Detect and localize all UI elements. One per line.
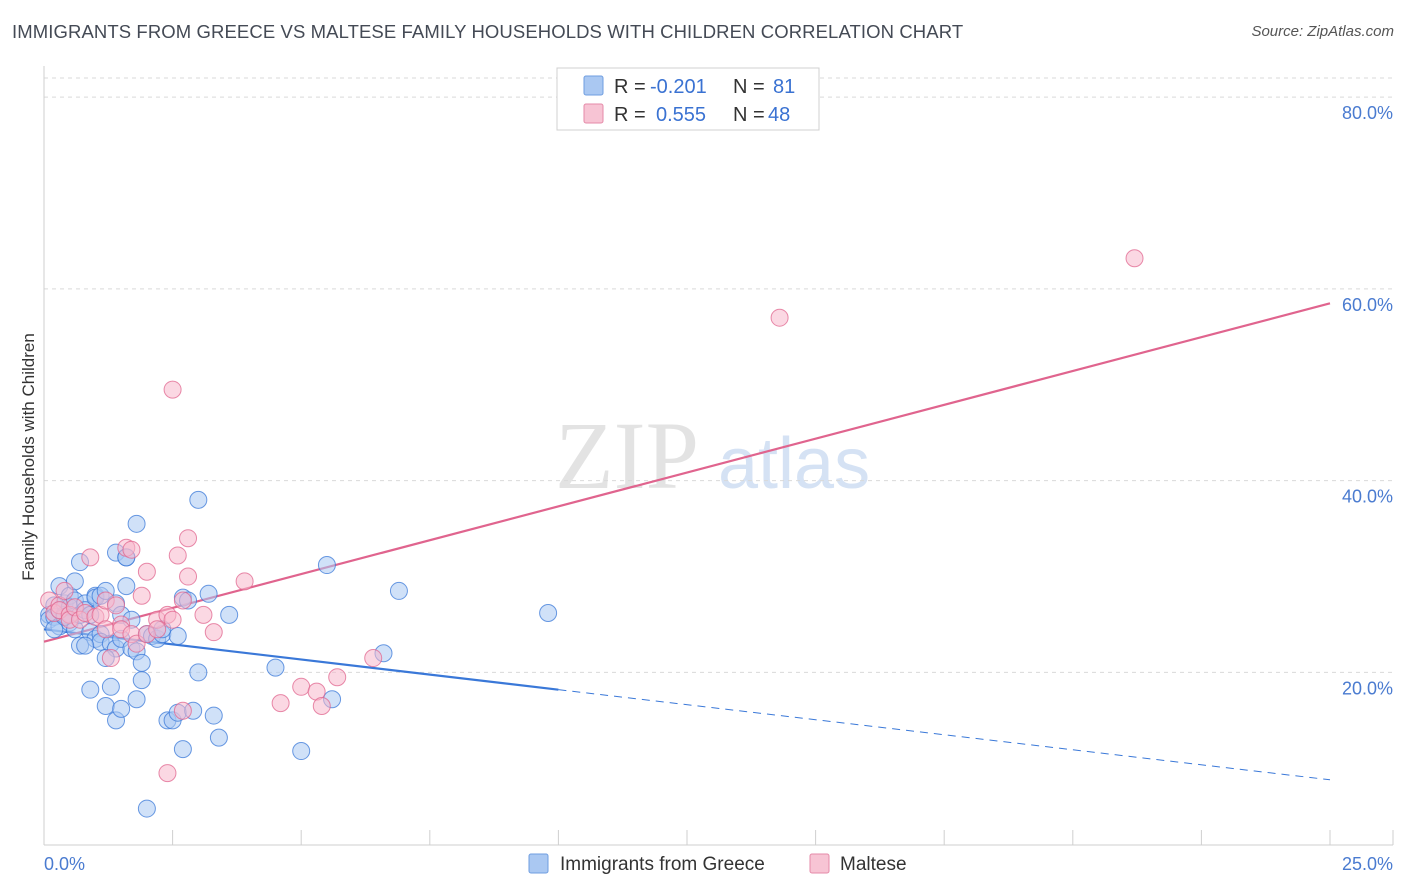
axes bbox=[43, 66, 1394, 846]
point-greece bbox=[266, 658, 285, 677]
point-greece bbox=[539, 603, 558, 622]
y-axis-title: Family Households with Children bbox=[19, 333, 38, 581]
legend-n-value-greece: 81 bbox=[773, 76, 795, 98]
bottom-legend-label-greece: Immigrants from Greece bbox=[560, 854, 765, 875]
point-greece bbox=[132, 671, 151, 690]
bottom-legend-label-maltese: Maltese bbox=[840, 854, 907, 875]
y-tick-label: 20.0% bbox=[1342, 678, 1393, 698]
source-credit: Source: ZipAtlas.com bbox=[1251, 23, 1394, 40]
point-greece bbox=[209, 728, 228, 747]
point-maltese bbox=[148, 620, 167, 639]
point-maltese bbox=[770, 308, 789, 327]
legend-r-label-maltese: R = bbox=[614, 104, 646, 126]
bottom-legend-swatch-maltese bbox=[809, 853, 830, 874]
point-maltese bbox=[364, 649, 383, 668]
point-maltese bbox=[194, 605, 213, 624]
point-maltese bbox=[168, 546, 187, 565]
point-maltese bbox=[107, 596, 126, 615]
legend-n-label-maltese: N = bbox=[733, 104, 765, 126]
legend-r-value-maltese: 0.555 bbox=[656, 104, 706, 126]
x-tick-label: 25.0% bbox=[1342, 854, 1393, 874]
point-maltese bbox=[101, 649, 120, 668]
point-greece bbox=[389, 581, 408, 600]
point-greece bbox=[112, 699, 131, 718]
point-greece bbox=[204, 706, 223, 725]
point-greece bbox=[96, 696, 115, 715]
y-tick-label: 60.0% bbox=[1342, 295, 1393, 315]
point-maltese bbox=[173, 591, 192, 610]
bottom-legend-swatch-greece bbox=[528, 853, 549, 874]
point-greece bbox=[292, 742, 311, 761]
legend-n-label-greece: N = bbox=[733, 76, 765, 98]
point-greece bbox=[189, 490, 208, 509]
trendline-maltese bbox=[43, 302, 1331, 643]
trend-lines bbox=[43, 302, 1331, 781]
data-points bbox=[40, 249, 1144, 818]
top-legend: R = -0.201 N = 81 R = 0.555 N = 48 bbox=[556, 67, 820, 131]
point-greece bbox=[101, 677, 120, 696]
watermark-zip: ZIP bbox=[555, 402, 699, 509]
watermark-atlas: atlas bbox=[718, 424, 870, 504]
point-maltese bbox=[173, 701, 192, 720]
point-maltese bbox=[179, 529, 198, 548]
bottom-legend: Immigrants from Greece Maltese bbox=[528, 853, 907, 875]
point-maltese bbox=[132, 586, 151, 605]
point-maltese bbox=[96, 620, 115, 639]
point-maltese bbox=[235, 572, 254, 591]
point-greece bbox=[127, 690, 146, 709]
point-maltese bbox=[137, 562, 156, 581]
point-greece bbox=[127, 514, 146, 533]
point-greece bbox=[189, 663, 208, 682]
legend-swatch-maltese bbox=[583, 103, 604, 124]
chart-title: IMMIGRANTS FROM GREECE VS MALTESE FAMILY… bbox=[12, 21, 964, 42]
point-maltese bbox=[55, 581, 74, 600]
point-greece bbox=[132, 653, 151, 672]
y-tick-label: 80.0% bbox=[1342, 103, 1393, 123]
point-maltese bbox=[122, 540, 141, 559]
y-tick-label: 40.0% bbox=[1342, 487, 1393, 507]
point-maltese bbox=[1125, 249, 1144, 268]
x-tick-label: 0.0% bbox=[44, 854, 85, 874]
point-maltese bbox=[292, 677, 311, 696]
point-greece bbox=[76, 636, 95, 655]
point-greece bbox=[173, 740, 192, 759]
point-maltese bbox=[271, 694, 290, 713]
point-greece bbox=[117, 577, 136, 596]
trendline-greece-extrapolated bbox=[558, 689, 1331, 781]
legend-swatch-greece bbox=[583, 75, 604, 96]
legend-n-value-maltese: 48 bbox=[768, 104, 790, 126]
legend-r-label-greece: R = bbox=[614, 76, 646, 98]
point-maltese bbox=[163, 380, 182, 399]
point-maltese bbox=[163, 610, 182, 629]
point-greece bbox=[137, 799, 156, 818]
point-maltese bbox=[81, 548, 100, 567]
point-greece bbox=[220, 605, 239, 624]
point-greece bbox=[317, 556, 336, 575]
point-maltese bbox=[328, 668, 347, 687]
legend-r-value-greece: -0.201 bbox=[650, 76, 707, 98]
point-maltese bbox=[204, 623, 223, 642]
point-greece bbox=[199, 584, 218, 603]
point-maltese bbox=[312, 696, 331, 715]
point-maltese bbox=[158, 764, 177, 783]
point-maltese bbox=[179, 567, 198, 586]
tick-labels: 20.0% 40.0% 60.0% 80.0% 0.0% 25.0% bbox=[44, 103, 1393, 874]
point-greece bbox=[168, 626, 187, 645]
point-greece bbox=[81, 680, 100, 699]
